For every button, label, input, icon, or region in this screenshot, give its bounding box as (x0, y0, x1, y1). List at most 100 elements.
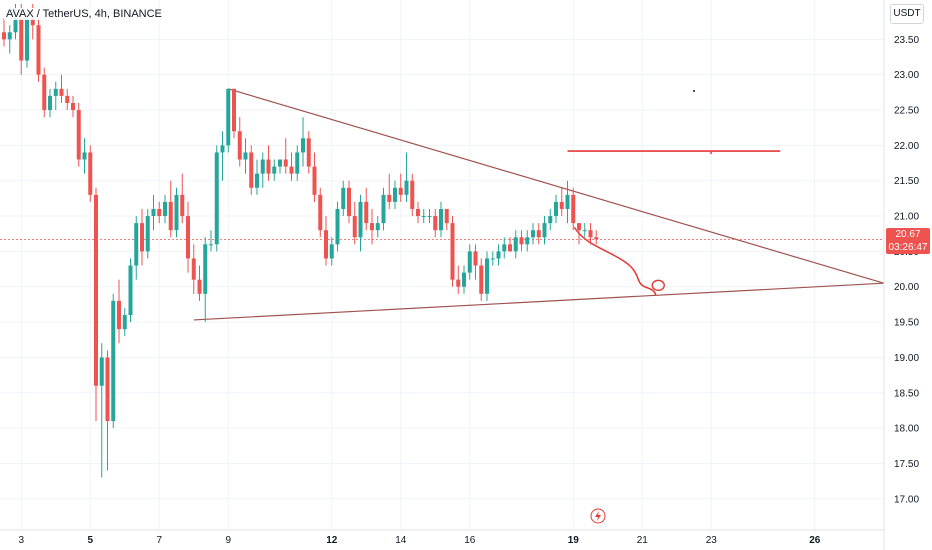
candle-body (519, 237, 524, 245)
time-tick-label: 19 (568, 535, 580, 546)
candle (25, 11, 29, 68)
lightning-icon[interactable] (590, 508, 606, 524)
candle-body (335, 208, 340, 245)
candle-body (421, 216, 426, 218)
candle-body (168, 201, 173, 231)
candle (582, 223, 587, 238)
candle-body (180, 194, 185, 217)
currency-button[interactable]: USDT (890, 4, 924, 24)
candle-body (594, 237, 599, 240)
candle-body (341, 187, 346, 209)
candle (111, 293, 116, 429)
candle (485, 251, 489, 301)
candle (65, 88, 70, 111)
candle (180, 173, 185, 224)
candle-body (375, 223, 380, 231)
candle-body (381, 194, 386, 224)
candle (502, 237, 507, 259)
candle-body (450, 223, 455, 280)
candle (186, 201, 190, 273)
symbol-header[interactable]: AVAX / TetherUS, 4h, BINANCE (4, 8, 164, 20)
lightning-icon-ring (590, 508, 606, 524)
candle-body (525, 237, 530, 245)
candle (456, 265, 461, 294)
candle (462, 265, 466, 294)
candle (318, 187, 323, 238)
lightning-icon-bolt (595, 511, 601, 521)
candle-body (99, 357, 104, 386)
candle-body (352, 216, 357, 238)
candle (433, 208, 438, 238)
candle-body (577, 223, 581, 231)
candle-body (117, 300, 121, 330)
candle-body (157, 208, 162, 217)
candle-body (94, 194, 98, 386)
candle-body (226, 88, 231, 146)
candle-body (19, 18, 24, 61)
candle-body (588, 230, 593, 238)
candle-body (496, 251, 501, 259)
candle-body (163, 201, 167, 217)
candle (536, 223, 541, 245)
candle-body (145, 216, 150, 252)
time-tick-label: 7 (156, 535, 162, 546)
candle-body (82, 152, 87, 160)
candle (278, 159, 282, 174)
candle-body (404, 180, 409, 195)
candle (42, 67, 47, 118)
dot-marker (710, 152, 712, 154)
price-axis[interactable]: 17.0017.5018.0018.5019.0019.5020.0020.50… (883, 0, 919, 550)
bar-countdown: 03:26:47 (888, 242, 928, 253)
candle-body (255, 173, 259, 188)
candle-body (473, 251, 478, 266)
projection-path-drawing (573, 226, 657, 297)
time-axis[interactable]: 3 5 7 9 12 14 16 19 21 23 26 (0, 529, 884, 546)
candle-body (427, 216, 432, 218)
candle (370, 208, 374, 245)
candle (358, 194, 363, 252)
candle-body (364, 201, 369, 224)
candle-body (243, 152, 248, 160)
candle (145, 208, 150, 259)
candle-body (536, 230, 541, 238)
candle-body (582, 230, 587, 232)
candle-body (59, 88, 64, 96)
candle (94, 187, 98, 422)
candle (163, 194, 167, 224)
price-tick-label: 17.00 (894, 494, 919, 505)
time-tick-label: 14 (395, 535, 407, 546)
candle (444, 208, 449, 231)
candle (513, 230, 518, 259)
candle (226, 88, 231, 153)
candle-body (306, 138, 311, 167)
candle (157, 201, 162, 224)
time-tick-label: 16 (464, 535, 476, 546)
time-tick-label: 5 (87, 535, 93, 546)
candle (203, 237, 208, 323)
candle-body (36, 25, 41, 75)
candle-body (370, 223, 374, 231)
candle-body (140, 223, 144, 252)
candle-body (462, 272, 466, 287)
candle (76, 102, 81, 167)
candle (209, 230, 213, 252)
candle (439, 201, 443, 238)
dot-marker (693, 90, 695, 92)
candle-body (324, 230, 328, 259)
candle (416, 201, 420, 224)
candle-body (203, 244, 208, 294)
candle-body (439, 208, 443, 231)
candle (554, 194, 558, 224)
candle (220, 131, 225, 181)
price-tick-label: 18.00 (894, 424, 919, 435)
candle-body (272, 166, 277, 174)
candle (496, 244, 501, 266)
candle-body (174, 194, 179, 231)
candle (289, 152, 294, 181)
candle-body (479, 265, 484, 294)
candle-body (13, 18, 18, 33)
trendline-upper-resistance (228, 88, 884, 284)
candle (283, 138, 288, 174)
candle (2, 18, 6, 47)
